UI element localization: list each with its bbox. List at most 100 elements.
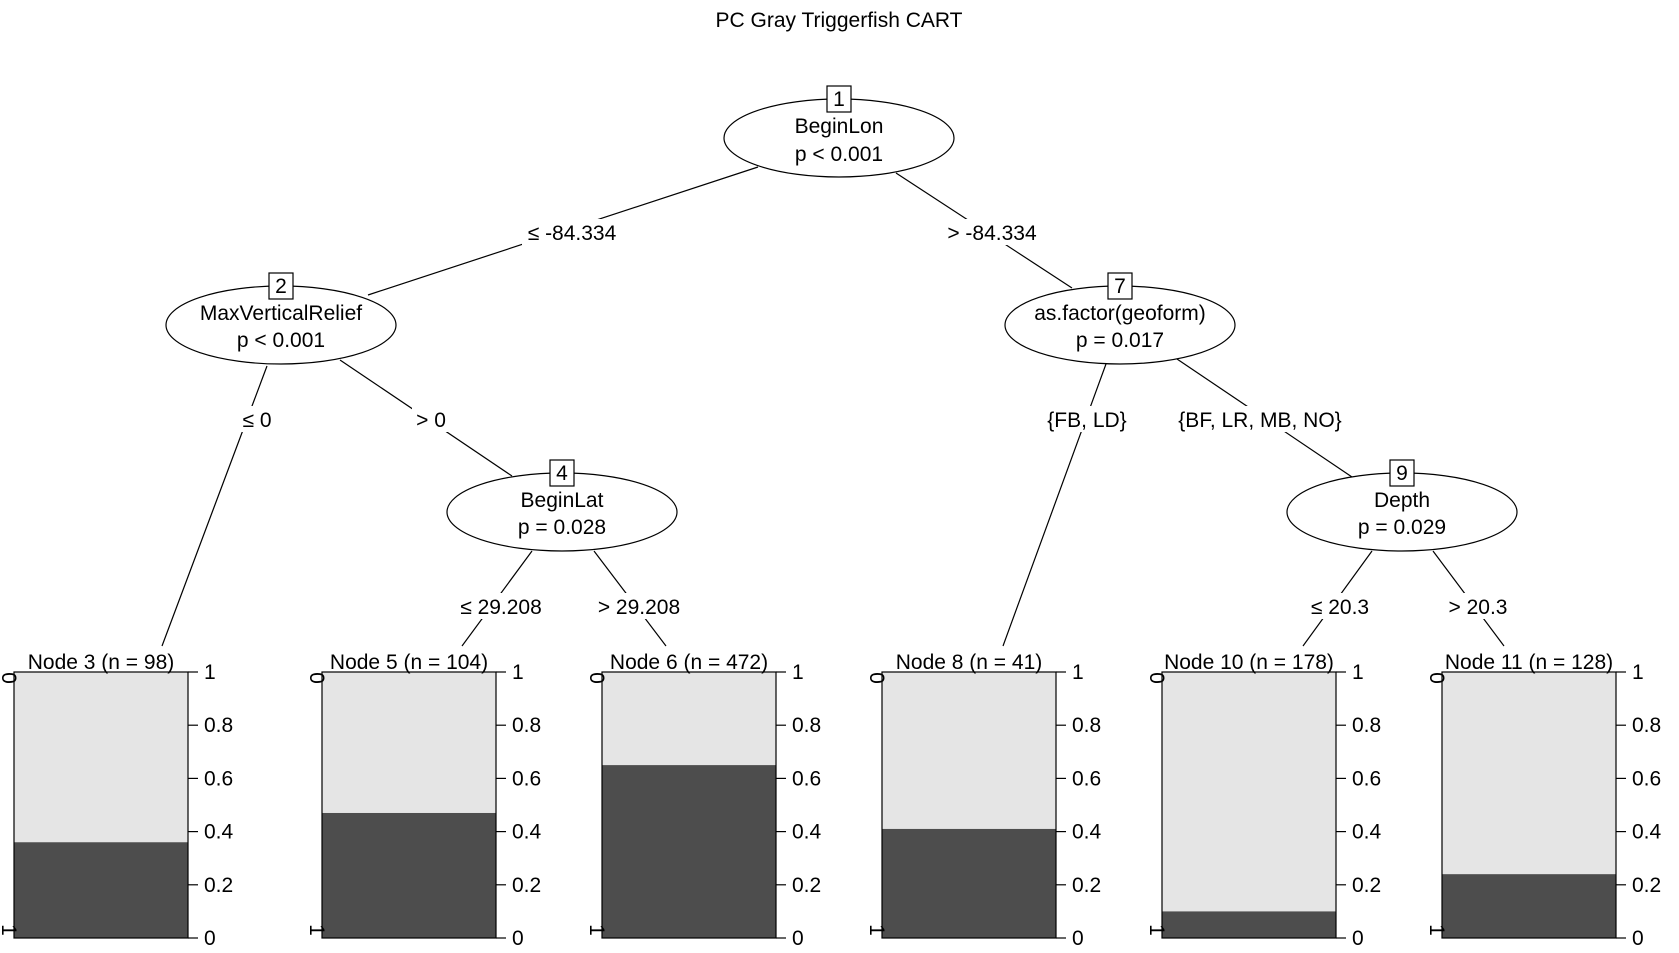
class-label-bottom: 1 — [865, 924, 888, 936]
terminal-label: Node 3 (n = 98) — [28, 651, 175, 674]
edge-label-1-2: ≤ -84.334 — [528, 222, 617, 245]
terminal-label: Node 5 (n = 104) — [330, 651, 488, 674]
tick-label: 0.2 — [1352, 874, 1381, 897]
panel-frame — [1441, 671, 1617, 939]
bar-class-1 — [1162, 911, 1336, 938]
node-id-box — [1107, 272, 1133, 300]
inner-node-7: 7 as.factor(geoform) p = 0.017 — [1004, 272, 1236, 365]
bar-class-1 — [322, 812, 496, 938]
terminal-label: Node 8 (n = 41) — [896, 651, 1043, 674]
node-id-box — [826, 85, 852, 113]
tick-label: 0.6 — [204, 767, 233, 790]
node-id: 2 — [275, 275, 287, 298]
bar-class-0 — [882, 672, 1056, 829]
bar-class-1 — [1442, 874, 1616, 938]
terminal-label: Node 11 (n = 128) — [1445, 651, 1613, 674]
class-label-top: 0 — [1145, 672, 1168, 684]
node-p-value: p = 0.017 — [1076, 329, 1164, 352]
plot-title: PC Gray Triggerfish CART — [715, 9, 962, 32]
tick-label: 0 — [1632, 927, 1644, 948]
panel-frame — [13, 671, 189, 939]
bar-class-0 — [1442, 672, 1616, 875]
class-label-top: 0 — [865, 672, 888, 684]
terminal-label: Node 10 (n = 178) — [1164, 651, 1334, 674]
edge-label-7-8: {FB, LD} — [1047, 409, 1126, 432]
tick-label: 0.6 — [512, 767, 541, 790]
tick-label: 0.6 — [1632, 767, 1661, 790]
node-id: 7 — [1114, 275, 1126, 298]
bar-class-1 — [882, 828, 1056, 938]
node-id-box — [549, 459, 575, 487]
node-id-box — [268, 272, 294, 300]
terminal-node-8: Node 8 (n = 41) 0 0.2 0.4 0.6 0.8 1 0 1 — [865, 651, 1102, 950]
edge-label-4-6: > 29.208 — [598, 596, 680, 619]
node-p-value: p = 0.028 — [518, 516, 606, 539]
panel-frame — [601, 671, 777, 939]
tick-label: 1 — [792, 661, 804, 684]
class-label-bottom: 1 — [585, 924, 608, 936]
class-label-bottom: 1 — [1145, 924, 1168, 936]
edge-label-4-5: ≤ 29.208 — [460, 596, 542, 619]
class-label-bottom: 1 — [305, 924, 328, 936]
tick-label: 1 — [512, 661, 524, 684]
bar-class-0 — [1162, 672, 1336, 912]
class-label-top: 0 — [585, 672, 608, 684]
tick-label: 0.8 — [1352, 714, 1381, 737]
inner-node-4: 4 BeginLat p = 0.028 — [446, 459, 678, 552]
bar-class-0 — [14, 672, 188, 843]
tick-label: 0.4 — [1352, 821, 1382, 844]
inner-node-9: 9 Depth p = 0.029 — [1286, 459, 1518, 552]
bar-class-0 — [602, 672, 776, 766]
tick-label: 0.2 — [512, 874, 541, 897]
edge-label-7-9: {BF, LR, MB, NO} — [1178, 409, 1341, 432]
tick-label: 0.2 — [204, 874, 233, 897]
tick-label: 1 — [1352, 661, 1364, 684]
bar-class-1 — [14, 842, 188, 938]
panel-frame — [321, 671, 497, 939]
node-variable: BeginLon — [795, 115, 884, 138]
class-label-bottom: 1 — [1425, 924, 1448, 936]
node-variable: Depth — [1374, 489, 1430, 512]
inner-node-1: 1 BeginLon p < 0.001 — [723, 85, 955, 178]
edge-label-9-10: ≤ 20.3 — [1311, 596, 1369, 619]
class-label-bottom: 1 — [0, 924, 20, 936]
tick-label: 0.6 — [1072, 767, 1101, 790]
tick-label: 0.8 — [1632, 714, 1661, 737]
tick-label: 0.4 — [792, 821, 822, 844]
class-label-top: 0 — [1425, 672, 1448, 684]
tick-label: 0 — [792, 927, 804, 948]
node-id: 9 — [1396, 462, 1408, 485]
tick-label: 0.2 — [1072, 874, 1101, 897]
bar-class-1 — [602, 765, 776, 938]
bar-class-0 — [322, 672, 496, 813]
inner-node-2: 2 MaxVerticalRelief p < 0.001 — [165, 272, 397, 365]
node-variable: BeginLat — [521, 489, 604, 512]
node-variable: MaxVerticalRelief — [200, 302, 362, 325]
tick-label: 0.6 — [792, 767, 821, 790]
tick-label: 0.2 — [1632, 874, 1661, 897]
tick-label: 1 — [1632, 661, 1644, 684]
tick-label: 0 — [204, 927, 216, 948]
tick-label: 0.4 — [1632, 821, 1662, 844]
node-id: 1 — [833, 88, 845, 111]
edge-labels: ≤ -84.334 > -84.334 ≤ 0 > 0 ≤ 29.208 > 2… — [238, 219, 1514, 619]
tick-label: 1 — [204, 661, 216, 684]
tick-label: 0.8 — [792, 714, 821, 737]
tick-label: 1 — [1072, 661, 1084, 684]
class-label-top: 0 — [0, 672, 20, 684]
tick-label: 0.8 — [1072, 714, 1101, 737]
tick-label: 0 — [1072, 927, 1084, 948]
panel-frame — [881, 671, 1057, 939]
tick-label: 0.2 — [792, 874, 821, 897]
edge-label-1-7: > -84.334 — [947, 222, 1037, 245]
tick-label: 0 — [512, 927, 524, 948]
node-variable: as.factor(geoform) — [1034, 302, 1206, 325]
tick-label: 0.4 — [204, 821, 234, 844]
edge-label-9-11: > 20.3 — [1449, 596, 1508, 619]
tick-label: 0.6 — [1352, 767, 1381, 790]
terminal-node-3: Node 3 (n = 98) 0 0.2 0.4 0.6 0.8 1 0 1 — [0, 651, 234, 950]
